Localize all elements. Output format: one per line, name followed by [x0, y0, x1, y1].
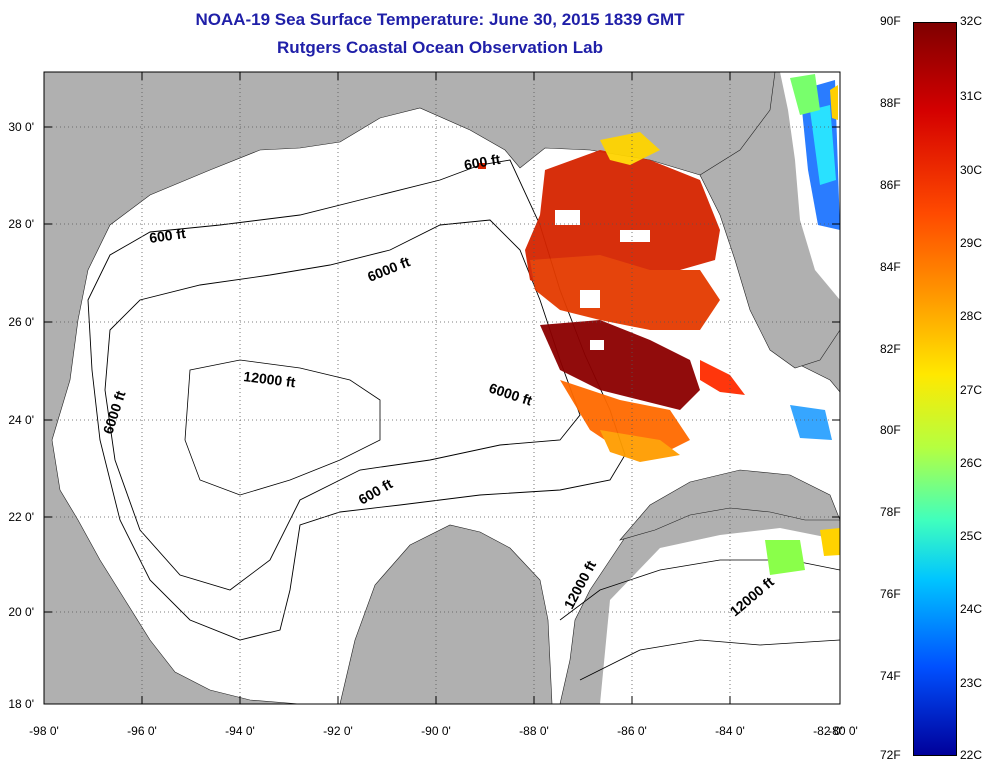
map-subtitle: Rutgers Coastal Ocean Observation Lab: [277, 38, 603, 57]
temperature-colorbar: [913, 22, 957, 756]
lat-label: 24 0': [8, 413, 34, 427]
lon-label: -84 0': [715, 724, 745, 738]
contour-6000ft: [104, 219, 581, 591]
tick-marks: [44, 72, 840, 704]
lon-label: -82 0': [813, 724, 843, 738]
lon-label: -96 0': [127, 724, 157, 738]
colorbar-c-label: 28C: [960, 309, 983, 323]
lat-label: 22 0': [8, 510, 34, 524]
contour-12000ft: [184, 359, 381, 496]
colorbar-f-label: 86F: [880, 178, 901, 192]
colorbar-c-label: 29C: [960, 236, 983, 250]
colorbar-c-label: 27C: [960, 383, 983, 397]
colorbar-c-label: 31C: [960, 89, 983, 103]
lon-label: -88 0': [519, 724, 549, 738]
lat-label: 26 0': [8, 315, 34, 329]
colorbar-c-label: 32C: [960, 14, 983, 28]
contour-label: 12000 ft: [243, 368, 297, 390]
lat-label: 30 0': [8, 120, 34, 134]
colorbar-c-label: 26C: [960, 456, 983, 470]
contour-label: 600 ft: [148, 225, 187, 246]
lat-label: 28 0': [8, 217, 34, 231]
yucatan-land: [339, 524, 553, 704]
colorbar-f-label: 76F: [880, 587, 901, 601]
lat-lon-grid: [44, 72, 840, 704]
colorbar-c-label: 24C: [960, 602, 983, 616]
colorbar-c-label: 25C: [960, 529, 983, 543]
colorbar-c-label: 22C: [960, 748, 983, 762]
colorbar-f-label: 84F: [880, 260, 901, 274]
lon-label: -80 0': [828, 724, 858, 738]
colorbar-f-label: 88F: [880, 96, 901, 110]
map-frame: [43, 71, 841, 705]
lon-label: -92 0': [323, 724, 353, 738]
lat-label: 18 0': [8, 697, 34, 711]
contour-600ft: [87, 159, 626, 641]
colorbar-f-label: 80F: [880, 423, 901, 437]
map-title: NOAA-19 Sea Surface Temperature: June 30…: [195, 10, 685, 29]
lon-label: -90 0': [421, 724, 451, 738]
sst-data-patch: [525, 132, 745, 462]
colorbar-f-label: 72F: [880, 748, 901, 762]
lon-label: -94 0': [225, 724, 255, 738]
colorbar-f-label: 74F: [880, 669, 901, 683]
lon-label: -98 0': [29, 724, 59, 738]
lat-label: 20 0': [8, 605, 34, 619]
colorbar-f-label: 82F: [880, 342, 901, 356]
sst-atlantic-strip: [478, 74, 840, 575]
colorbar-f-label: 78F: [880, 505, 901, 519]
colorbar-c-label: 23C: [960, 676, 983, 690]
colorbar-c-label: 30C: [960, 163, 983, 177]
colorbar-f-label: 90F: [880, 14, 901, 28]
lon-label: -86 0': [617, 724, 647, 738]
contour-label: 600 ft: [463, 151, 502, 173]
